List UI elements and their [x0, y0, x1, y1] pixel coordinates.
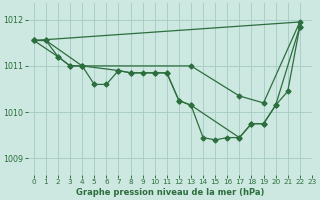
X-axis label: Graphe pression niveau de la mer (hPa): Graphe pression niveau de la mer (hPa): [76, 188, 264, 197]
